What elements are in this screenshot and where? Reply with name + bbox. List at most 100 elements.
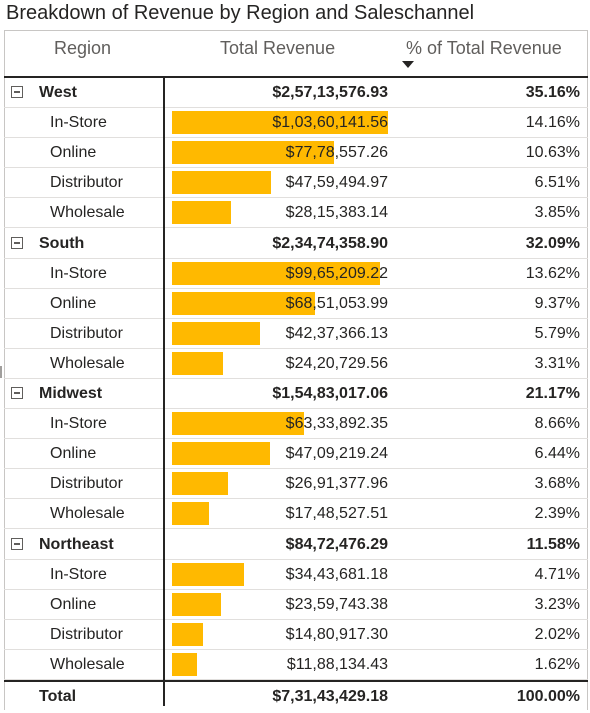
- channel-label: Online: [50, 445, 97, 463]
- channel-row[interactable]: Wholesale $17,48,527.51 2.39%: [4, 499, 588, 530]
- row-header-divider: [163, 76, 165, 706]
- channel-label: Wholesale: [50, 655, 125, 673]
- revenue-data-bar: [172, 622, 203, 646]
- region-revenue: $2,34,74,358.90: [272, 234, 388, 252]
- header-divider: [4, 76, 588, 78]
- region-row-south[interactable]: South $2,34,74,358.90 32.09%: [4, 229, 588, 259]
- collapse-icon[interactable]: [11, 236, 23, 249]
- collapse-icon[interactable]: [11, 86, 23, 98]
- channel-revenue: $26,91,377.96: [285, 475, 388, 493]
- channel-row[interactable]: Wholesale $28,15,383.14 3.85%: [4, 198, 588, 229]
- revenue-data-bar: [172, 321, 261, 345]
- revenue-data-bar: [172, 141, 335, 165]
- channel-revenue: $14,80,917.30: [285, 625, 388, 643]
- total-row: Total $7,31,43,429.18 100.00%: [4, 680, 588, 712]
- channel-revenue: $77,78,557.26: [285, 144, 388, 162]
- channel-revenue: $11,88,134.43: [286, 655, 388, 673]
- channel-pct: 3.68%: [534, 475, 580, 493]
- channel-pct: 8.66%: [534, 415, 580, 433]
- revenue-data-bar: [172, 412, 305, 436]
- channel-revenue: $28,15,383.14: [285, 204, 388, 222]
- region-revenue: $1,54,83,017.06: [272, 385, 388, 402]
- region-pct: 32.09%: [525, 234, 580, 252]
- channel-revenue: $42,37,366.13: [285, 324, 388, 342]
- channel-pct: 6.51%: [534, 174, 580, 192]
- region-row-northeast[interactable]: Northeast $84,72,476.29 11.58%: [4, 530, 588, 560]
- region-row-midwest[interactable]: Midwest $1,54,83,017.06 21.17%: [4, 379, 588, 409]
- collapse-icon[interactable]: [11, 387, 23, 399]
- revenue-data-bar: [172, 472, 229, 496]
- channel-row[interactable]: Online $77,78,557.26 10.63%: [4, 138, 588, 169]
- channel-label: Distributor: [50, 174, 123, 192]
- channel-revenue: $34,43,681.18: [285, 565, 388, 583]
- channel-row[interactable]: Online $47,09,219.24 6.44%: [4, 439, 588, 470]
- channel-revenue: $99,65,209.22: [285, 264, 388, 282]
- channel-revenue: $17,48,527.51: [285, 505, 388, 523]
- channel-label: Online: [50, 294, 97, 312]
- revenue-data-bar: [172, 442, 271, 466]
- channel-row[interactable]: In-Store $63,33,892.35 8.66%: [4, 409, 588, 440]
- channel-pct: 3.31%: [534, 354, 580, 372]
- channel-row[interactable]: In-Store $99,65,209.22 13.62%: [4, 259, 588, 289]
- revenue-data-bar: [172, 592, 222, 616]
- channel-row[interactable]: In-Store $34,43,681.18 4.71%: [4, 560, 588, 590]
- region-label: Midwest: [39, 385, 103, 402]
- channel-label: In-Store: [50, 415, 107, 433]
- channel-revenue: $63,33,892.35: [285, 415, 388, 433]
- channel-pct: 9.37%: [534, 294, 580, 312]
- revenue-data-bar: [172, 502, 209, 526]
- channel-label: In-Store: [50, 264, 107, 282]
- channel-pct: 13.62%: [525, 264, 580, 282]
- channel-label: Wholesale: [50, 204, 125, 222]
- channel-row[interactable]: Online $23,59,743.38 3.23%: [4, 590, 588, 620]
- channel-row[interactable]: Distributor $26,91,377.96 3.68%: [4, 469, 588, 500]
- revenue-data-bar: [172, 201, 231, 225]
- resize-handle[interactable]: [0, 366, 2, 378]
- channel-label: Distributor: [50, 475, 123, 493]
- channel-pct: 2.39%: [534, 505, 580, 523]
- channel-row[interactable]: Distributor $47,59,494.97 6.51%: [4, 168, 588, 199]
- column-header-region[interactable]: Region: [54, 38, 112, 58]
- channel-pct: 3.85%: [534, 204, 580, 222]
- matrix-frame: [4, 30, 588, 710]
- channel-label: Wholesale: [50, 354, 125, 372]
- channel-label: In-Store: [50, 114, 107, 132]
- channel-revenue: $47,59,494.97: [285, 174, 388, 192]
- column-header-total-revenue[interactable]: Total Revenue: [220, 38, 336, 58]
- channel-pct: 3.23%: [534, 595, 580, 613]
- collapse-icon[interactable]: [11, 537, 23, 550]
- channel-pct: 5.79%: [534, 324, 580, 342]
- channel-row[interactable]: Distributor $14,80,917.30 2.02%: [4, 620, 588, 650]
- channel-pct: 4.71%: [534, 565, 580, 583]
- channel-revenue: $68,51,053.99: [285, 294, 388, 312]
- total-pct: 100.00%: [516, 688, 580, 705]
- sort-descending-icon[interactable]: [402, 61, 414, 68]
- region-pct: 35.16%: [525, 84, 580, 101]
- channel-label: In-Store: [50, 565, 107, 583]
- channel-label: Online: [50, 144, 97, 162]
- channel-row[interactable]: Wholesale $11,88,134.43 1.62%: [4, 650, 588, 680]
- channel-label: Distributor: [50, 324, 123, 342]
- channel-pct: 2.02%: [534, 625, 580, 643]
- region-label: Northeast: [39, 535, 114, 553]
- region-pct: 11.58%: [526, 535, 580, 553]
- chart-title: Breakdown of Revenue by Region and Sales…: [6, 2, 475, 24]
- channel-row[interactable]: Wholesale $24,20,729.56 3.31%: [4, 349, 588, 379]
- matrix-header: Region Total Revenue % of Total Revenue: [4, 30, 588, 76]
- revenue-data-bar: [172, 171, 272, 195]
- channel-revenue: $23,59,743.38: [285, 595, 388, 613]
- column-header-pct-total-revenue[interactable]: % of Total Revenue: [406, 38, 562, 58]
- region-row-west[interactable]: West $2,57,13,576.93 35.16%: [4, 78, 588, 108]
- revenue-data-bar: [172, 562, 244, 586]
- channel-revenue: $1,03,60,141.56: [272, 114, 388, 132]
- channel-row[interactable]: In-Store $1,03,60,141.56 14.16%: [4, 108, 588, 139]
- channel-row[interactable]: Online $68,51,053.99 9.37%: [4, 289, 588, 319]
- channel-revenue: $24,20,729.56: [285, 354, 388, 372]
- revenue-data-bar: [172, 652, 197, 676]
- channel-pct: 6.44%: [534, 445, 580, 463]
- region-label: South: [39, 234, 85, 252]
- channel-row[interactable]: Distributor $42,37,366.13 5.79%: [4, 319, 588, 349]
- total-revenue: $7,31,43,429.18: [272, 688, 388, 705]
- region-pct: 21.17%: [525, 385, 580, 402]
- channel-revenue: $47,09,219.24: [285, 445, 388, 463]
